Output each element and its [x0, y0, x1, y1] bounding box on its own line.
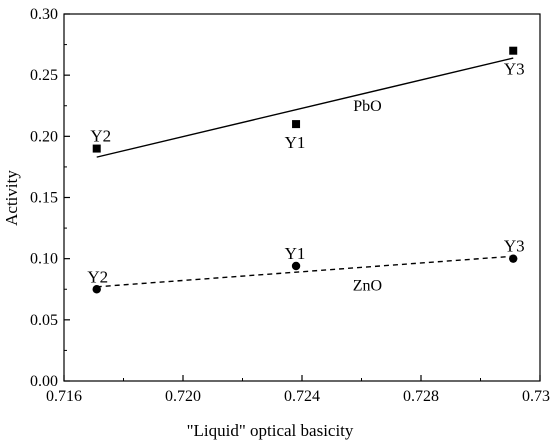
point-labels: Y2 Y1 Y3 Y2 Y1 Y3: [87, 60, 524, 287]
y-tick-label: 0.25: [30, 67, 58, 84]
zno-fit-line: [96, 255, 514, 288]
x-tick-label: 0.720: [165, 388, 201, 405]
pbo-series-label: PbO: [353, 98, 381, 115]
zno-point-label: Y2: [87, 267, 108, 286]
pbo-point-label: Y3: [504, 60, 525, 79]
y-tick-label: 0.20: [30, 128, 58, 145]
pbo-point-label: Y2: [90, 127, 111, 146]
pbo-fit-line: [96, 57, 514, 158]
x-tick-label: 0.716: [46, 388, 82, 405]
fit-lines: [96, 57, 514, 288]
y-axis-ticks: 0.00 0.05 0.10 0.15 0.20 0.25 0.30: [30, 6, 70, 390]
x-axis-ticks: 0.716 0.720 0.724 0.728 0.732: [46, 375, 550, 405]
pbo-point: [92, 144, 101, 153]
zno-point-label: Y1: [285, 244, 306, 263]
zno-point: [92, 285, 101, 294]
x-tick-label: 0.732: [522, 388, 550, 405]
x-axis-title: "Liquid" optical basicity: [187, 421, 354, 440]
zno-point: [509, 254, 518, 263]
y-tick-label: 0.00: [30, 373, 58, 390]
x-tick-label: 0.724: [284, 388, 320, 405]
pbo-point: [509, 46, 518, 55]
y-tick-label: 0.05: [30, 312, 58, 329]
y-tick-label: 0.10: [30, 251, 58, 268]
y-axis-title: Activity: [2, 170, 21, 226]
zno-series-label: ZnO: [353, 278, 382, 295]
pbo-point-label: Y1: [285, 133, 306, 152]
y-tick-label: 0.15: [30, 190, 58, 207]
y-tick-label: 0.30: [30, 6, 58, 23]
series-labels: PbO ZnO: [353, 98, 382, 295]
pbo-point: [292, 120, 301, 129]
zno-point: [291, 261, 301, 271]
data-markers: [92, 46, 518, 294]
x-tick-label: 0.728: [403, 388, 439, 405]
zno-point-label: Y3: [504, 237, 525, 256]
